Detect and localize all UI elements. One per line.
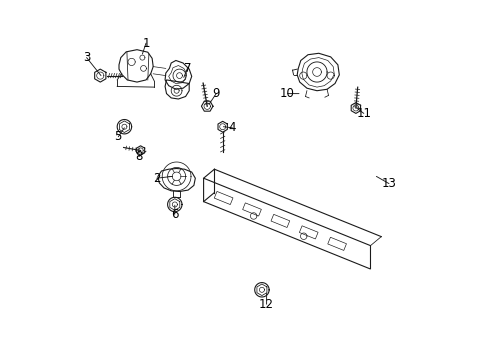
Text: 8: 8 [135, 150, 143, 163]
Text: 12: 12 [259, 298, 274, 311]
Text: 6: 6 [171, 208, 178, 221]
Text: 13: 13 [382, 177, 396, 190]
Text: 10: 10 [280, 87, 295, 100]
Text: 4: 4 [229, 121, 236, 134]
Text: 1: 1 [142, 37, 150, 50]
Text: 3: 3 [83, 51, 90, 64]
Text: 2: 2 [153, 172, 161, 185]
Text: 9: 9 [213, 87, 220, 100]
Text: 5: 5 [115, 130, 122, 143]
Text: 7: 7 [184, 62, 191, 75]
Text: 11: 11 [356, 107, 371, 120]
